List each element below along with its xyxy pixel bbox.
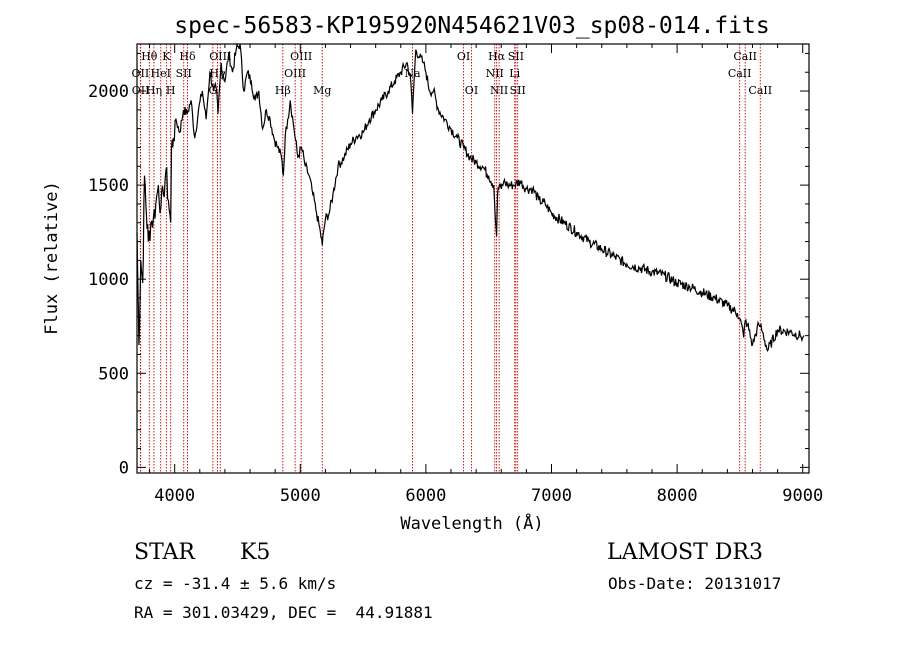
line-label-3: Hη: [146, 84, 162, 97]
line-label-18: OI: [465, 84, 478, 97]
line-label-24: SII: [510, 84, 526, 97]
line-label-15: Mg: [313, 84, 331, 97]
line-label-21: NII: [490, 84, 508, 97]
coordinates-text: RA = 301.03429, DEC = 44.91881: [134, 603, 433, 622]
object-class: STAR: [134, 540, 195, 565]
y-axis-label: Flux (relative): [42, 181, 62, 335]
x-tick-label-3: 7000: [531, 486, 572, 506]
plot-frame: [136, 43, 810, 474]
y-tick-label-4: 2000: [88, 82, 129, 102]
x-tick-label-5: 9000: [782, 486, 823, 506]
y-tick-label-0: 0: [119, 458, 129, 478]
spectral-line-labels: HθOIIOIIHηHeIKHSIIHδGHγOIIIHβOIIIOIIIMgN…: [132, 50, 773, 97]
x-axis-label: Wavelength (Å): [400, 512, 543, 534]
redshift-text: cz = -31.4 ± 5.6 km/s: [134, 574, 337, 593]
line-label-26: CaII: [733, 50, 757, 63]
line-label-6: H: [166, 84, 176, 97]
spectral-line-markers: [139, 44, 761, 473]
line-label-5: K: [162, 50, 171, 63]
obs-date-text: Obs-Date: 20131017: [608, 574, 782, 593]
y-tick-label-3: 1500: [88, 176, 129, 196]
y-axis: 0 500 1000 1500 2000: [88, 52, 809, 478]
x-axis: 4000 5000 6000 7000 8000 9000: [149, 44, 823, 506]
chart-title: spec-56583-KP195920N454621V03_sp08-014.f…: [174, 13, 769, 39]
line-label-0: Hθ: [141, 50, 158, 63]
line-label-25: CaII: [728, 67, 752, 80]
line-label-17: OI: [457, 50, 470, 63]
spectrum-series-flux: [136, 42, 805, 353]
subclass: K5: [240, 540, 271, 565]
line-label-4: HeI: [151, 67, 171, 80]
line-label-2: OII: [132, 84, 150, 97]
survey-label: LAMOST DR3: [607, 540, 763, 565]
y-tick-label-1: 500: [98, 364, 129, 384]
x-tick-label-2: 6000: [405, 486, 446, 506]
line-label-19: NII: [486, 67, 504, 80]
x-tick-label-0: 4000: [154, 486, 195, 506]
line-label-8: Hδ: [179, 50, 196, 63]
line-label-27: CaII: [748, 84, 772, 97]
x-tick-label-1: 5000: [280, 486, 321, 506]
y-tick-label-2: 1000: [88, 270, 129, 290]
x-tick-label-4: 8000: [657, 486, 698, 506]
line-label-9: G: [208, 84, 217, 97]
line-label-16: Na: [404, 67, 421, 80]
line-label-11: OIII: [209, 50, 231, 63]
line-label-20: Hα: [488, 50, 506, 63]
line-label-7: SII: [176, 67, 192, 80]
line-label-1: OII: [132, 67, 150, 80]
line-label-13: OIII: [284, 67, 306, 80]
line-label-12: Hβ: [275, 84, 291, 97]
line-label-22: Li: [509, 67, 520, 80]
line-label-23: SII: [508, 50, 524, 63]
line-label-14: OIII: [290, 50, 312, 63]
